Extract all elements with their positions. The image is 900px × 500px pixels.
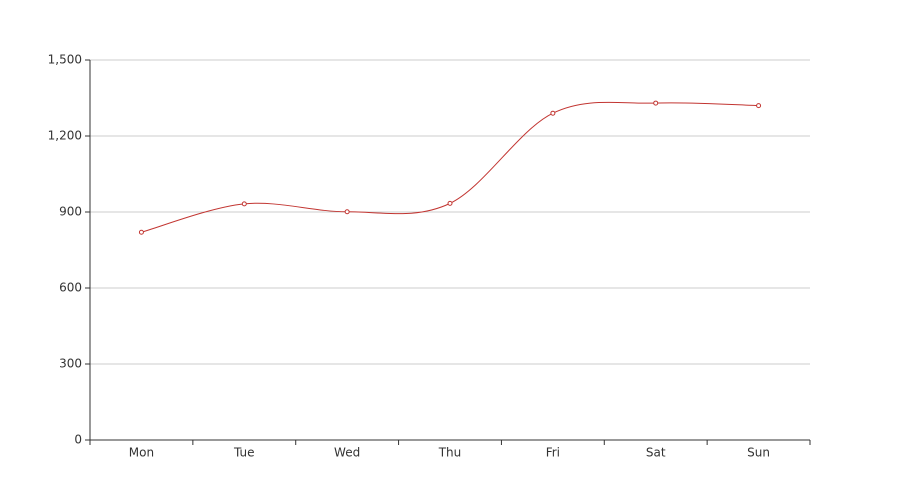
y-tick-label: 0 [74, 433, 82, 447]
point [550, 110, 556, 116]
x-tick-label: Mon [129, 446, 154, 460]
x-tick-label: Sat [646, 446, 666, 460]
x-tick-label: Thu [438, 446, 462, 460]
line [141, 101, 759, 233]
point [447, 200, 453, 206]
point [241, 201, 247, 207]
y-tick-label: 1,200 [48, 129, 82, 143]
x-tick-label: Wed [334, 446, 360, 460]
y-tick-label: 600 [59, 281, 82, 295]
point [653, 100, 659, 106]
point [756, 103, 762, 109]
x-tick-label: Fri [546, 446, 560, 460]
y-tick-label: 1,500 [48, 53, 82, 67]
point [344, 209, 350, 215]
y-tick-label: 300 [59, 357, 82, 371]
point [138, 229, 144, 235]
y-tick-label: 900 [59, 205, 82, 219]
x-tick-label: Sun [747, 446, 770, 460]
x-tick-label: Tue [233, 446, 255, 460]
